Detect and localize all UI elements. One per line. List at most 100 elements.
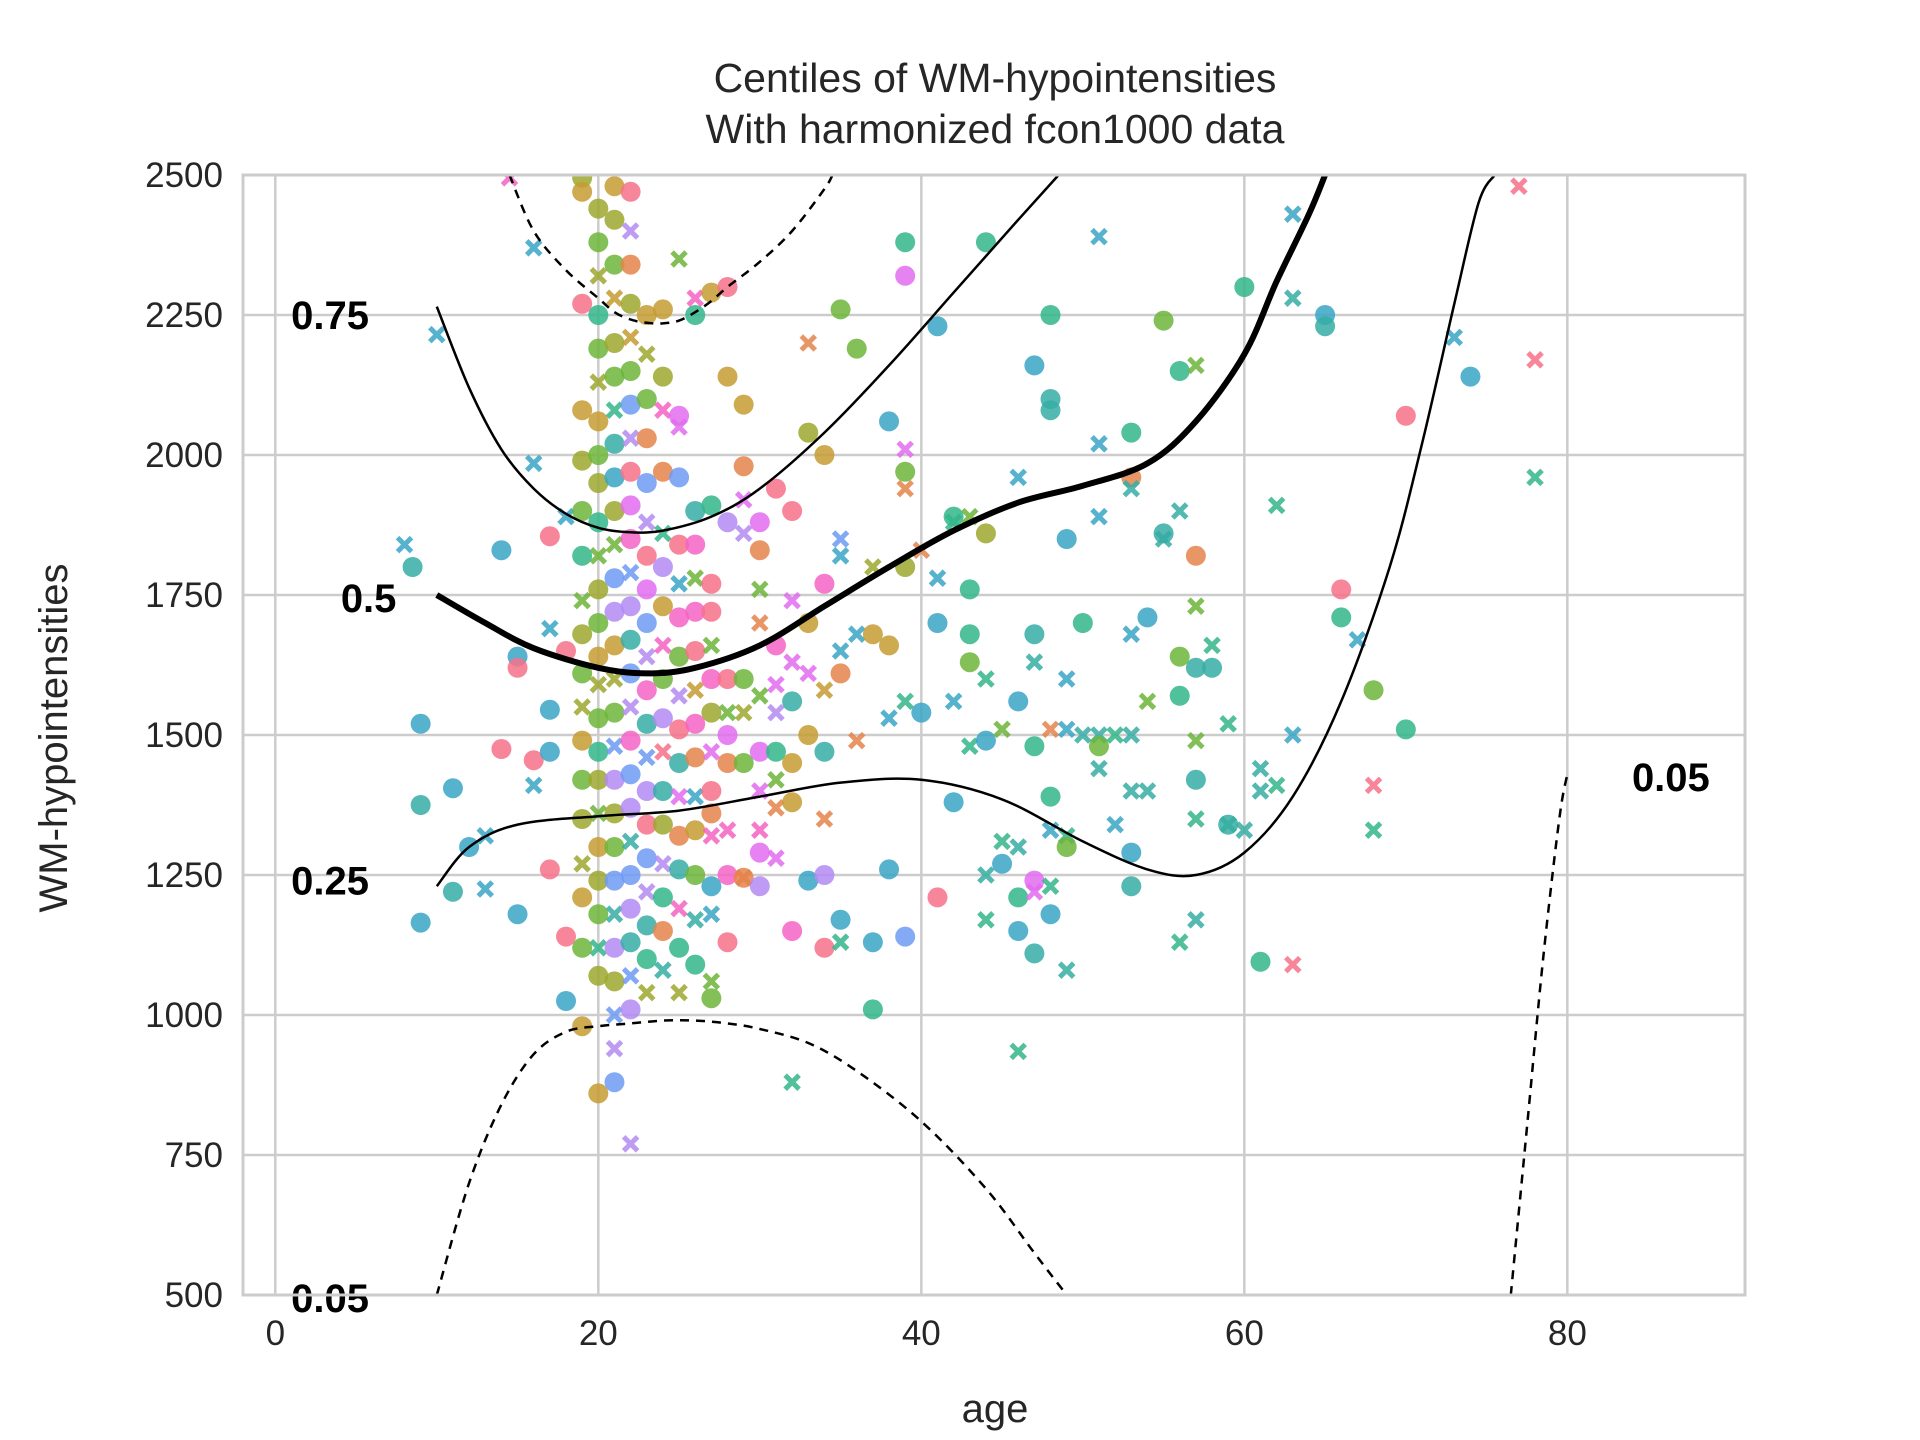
data-point — [717, 865, 738, 885]
data-point-x-stroke — [670, 687, 688, 705]
y-tick-label: 1000 — [145, 996, 223, 1035]
data-point — [636, 680, 657, 701]
centile-curve-0-05 — [508, 175, 834, 325]
data-point-x-stroke — [621, 563, 640, 582]
data-point — [669, 937, 690, 958]
data-point — [782, 501, 803, 521]
data-point-x-stroke — [1510, 177, 1528, 195]
data-point-x-stroke — [799, 664, 818, 683]
data-point-x — [605, 1006, 624, 1024]
data-point-x-stroke — [524, 239, 543, 257]
data-point — [652, 781, 673, 801]
data-point — [620, 461, 641, 482]
y-tick-label: 500 — [165, 1276, 223, 1315]
data-point — [798, 725, 819, 745]
data-point-x-stroke — [1187, 356, 1205, 375]
data-point-x-stroke — [831, 933, 850, 951]
data-point-x-stroke — [1009, 838, 1027, 856]
data-point — [620, 529, 641, 549]
data-point — [604, 702, 625, 723]
data-point-x — [524, 239, 543, 257]
data-point — [669, 719, 690, 740]
data-point — [798, 870, 819, 891]
data-point-x-stroke — [573, 698, 591, 716]
data-point — [749, 741, 770, 762]
data-point-x — [621, 429, 640, 447]
data-point-x — [670, 787, 688, 806]
data-point-x — [847, 625, 866, 643]
data-point-x-stroke — [395, 535, 414, 554]
data-point — [604, 209, 625, 230]
data-point-x — [637, 647, 656, 666]
data-point — [572, 545, 593, 566]
data-point — [539, 859, 560, 880]
data-point — [636, 949, 657, 969]
data-point — [749, 876, 770, 897]
data-point-x — [1284, 726, 1302, 744]
data-point — [1315, 316, 1336, 337]
data-point — [588, 198, 609, 219]
data-point — [862, 932, 883, 953]
data-point — [636, 848, 657, 869]
data-point-x-stroke — [589, 804, 608, 823]
data-point-x — [1251, 782, 1270, 800]
data-point — [1331, 607, 1352, 628]
data-point-x-stroke — [605, 1039, 624, 1058]
data-point — [1185, 769, 1206, 790]
data-point — [1363, 680, 1384, 701]
data-point — [1153, 523, 1174, 544]
data-point-x — [670, 687, 688, 705]
data-point — [943, 792, 964, 813]
data-point — [975, 523, 996, 544]
data-point-x — [1187, 356, 1205, 375]
data-point — [620, 898, 641, 919]
data-point-x-stroke — [1170, 502, 1189, 520]
data-point — [604, 333, 625, 353]
x-axis-label: age — [962, 1387, 1029, 1431]
data-point — [604, 366, 625, 387]
data-point — [652, 366, 673, 387]
data-point — [652, 921, 673, 941]
data-point — [507, 904, 528, 925]
data-point — [636, 613, 657, 633]
data-point-x — [605, 535, 624, 554]
data-point-x — [1284, 289, 1302, 307]
data-point-x-stroke — [977, 866, 995, 884]
data-point-x — [799, 664, 818, 683]
data-point-x-stroke — [864, 558, 882, 576]
data-point — [604, 568, 625, 589]
data-point — [604, 176, 625, 197]
data-point — [717, 669, 738, 689]
data-point-x-stroke — [670, 899, 688, 918]
data-point-x — [686, 787, 704, 806]
data-point-x — [686, 569, 704, 587]
data-point — [620, 394, 641, 415]
data-point — [410, 795, 431, 815]
data-point-x — [395, 535, 414, 554]
data-point — [749, 512, 770, 533]
data-point-x-stroke — [751, 821, 769, 839]
data-point-x — [524, 454, 543, 473]
data-point — [701, 495, 722, 516]
data-point-x — [1009, 1042, 1027, 1061]
data-point-x — [1154, 530, 1173, 548]
data-point — [717, 753, 738, 773]
data-point-x-stroke — [589, 675, 608, 694]
data-point — [895, 926, 916, 947]
data-point — [1169, 646, 1190, 667]
data-point — [652, 708, 673, 729]
data-point-x-stroke — [751, 687, 769, 705]
data-point-x-stroke — [751, 580, 769, 599]
data-point — [620, 730, 641, 751]
data-point-x — [654, 401, 672, 419]
data-point-x — [896, 692, 914, 711]
data-point — [588, 232, 609, 253]
data-point-x-stroke — [589, 267, 608, 285]
data-point-x-stroke — [1284, 205, 1302, 223]
data-point-x — [831, 933, 850, 951]
data-point — [782, 921, 803, 941]
data-point — [669, 467, 690, 488]
data-point-x — [751, 580, 769, 599]
data-point — [636, 915, 657, 936]
data-point-x-stroke — [1187, 911, 1205, 929]
